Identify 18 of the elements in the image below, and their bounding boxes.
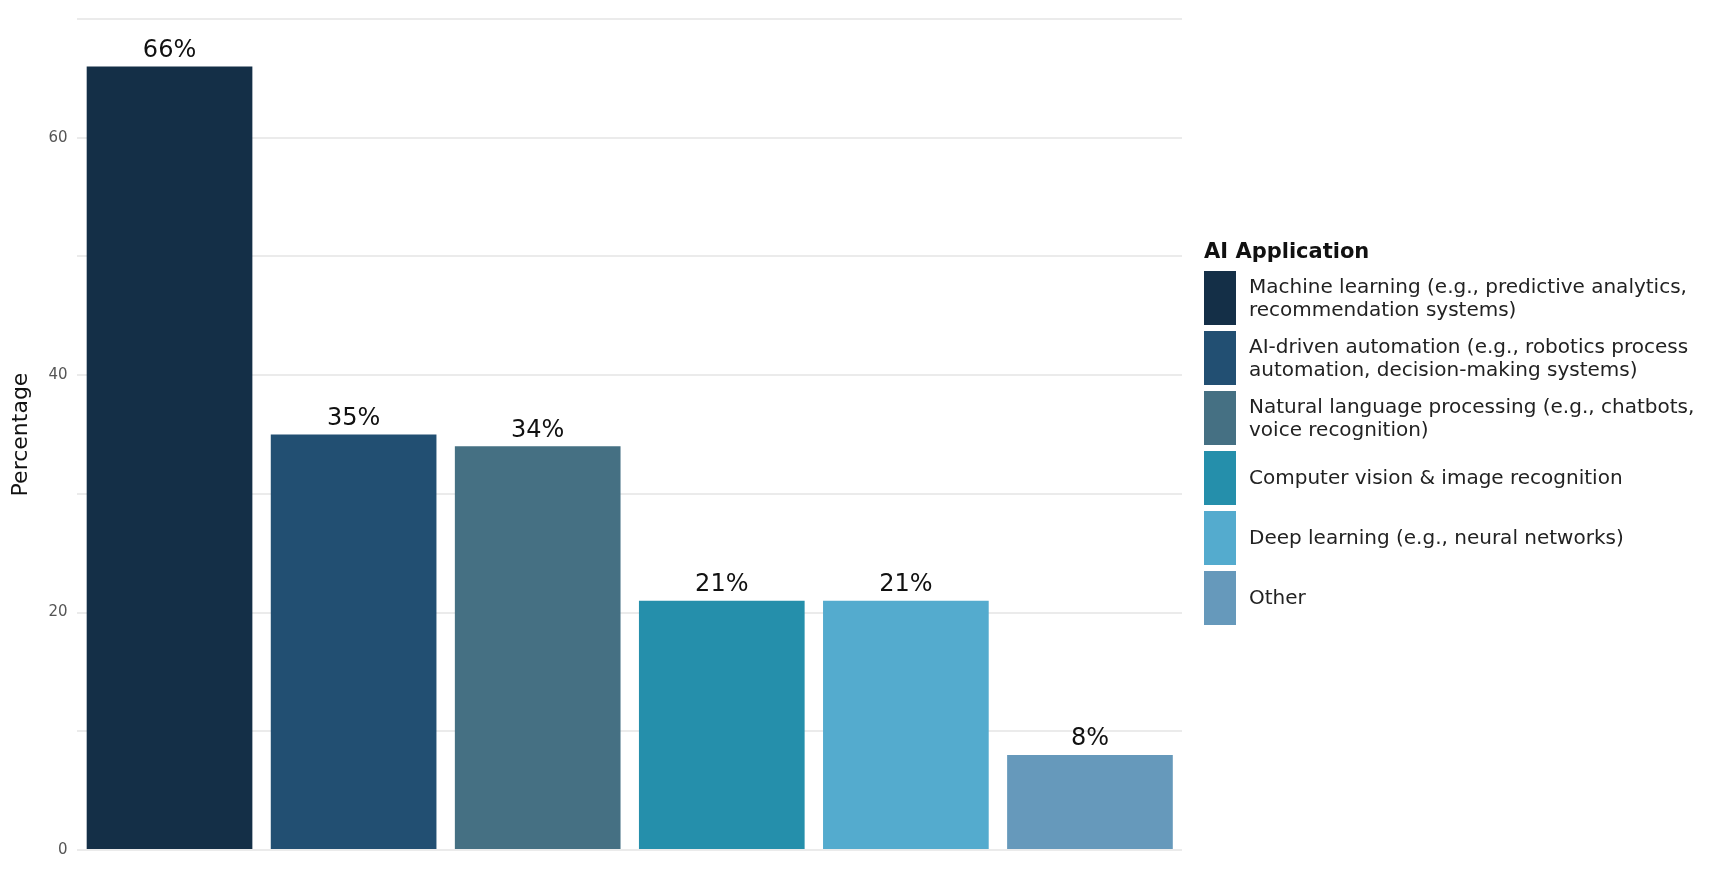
data-label: 21%	[695, 568, 749, 597]
data-label: 8%	[1070, 723, 1109, 752]
text: Deep learning (e.g., neural networks)	[1249, 525, 1624, 549]
y-axis-title: Percentage	[6, 372, 32, 497]
data-label: 21%	[879, 568, 933, 597]
text: Other	[1249, 585, 1306, 609]
data-label: 34%	[511, 414, 565, 443]
text: Computer vision & image recognition	[1249, 465, 1623, 489]
data-label: 35%	[326, 402, 381, 431]
text: Machine learning (e.g., predictive analytics, recommendation systems)	[1249, 273, 1688, 321]
y-tick-label: 20	[48, 602, 68, 621]
data-label: 66%	[142, 34, 197, 63]
y-tick-label: 0	[57, 839, 68, 858]
y-tick-label: 60	[48, 127, 68, 146]
text: AI-driven automation (e.g., robotics process automation, decision-making systems)	[1249, 333, 1690, 381]
y-tick-label: 40	[48, 365, 68, 384]
text: Natural language processing (e.g., chatbots, voice recognition)	[1249, 393, 1696, 441]
legend-title: AI Application	[1204, 238, 1371, 263]
